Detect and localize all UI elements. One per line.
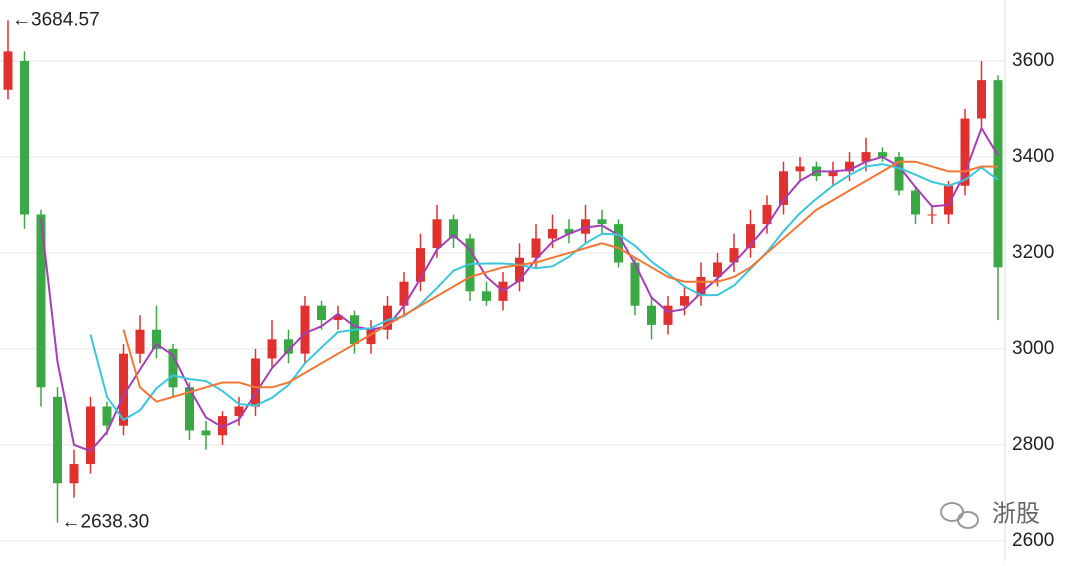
y-tick-label: 3600 [1012,50,1054,71]
candle-body [449,219,458,239]
annotation: ←3684.57 [12,9,100,30]
annotation: ←2638.30 [62,511,150,532]
candle-body [548,228,557,239]
candle-body [696,276,706,297]
candle-body [36,214,46,388]
candle-body [960,118,970,186]
candle-body [119,353,128,426]
candle-body [432,219,442,249]
ma-line [89,163,999,422]
candle-body [218,416,227,436]
candle-body [630,262,640,306]
candle-body [20,60,29,215]
candle-body [300,305,310,354]
candle-body [416,248,425,282]
candle-body [944,185,953,215]
candle-body [647,305,656,325]
candle-body [828,171,838,177]
candle-body [69,464,79,484]
y-tick-label: 3400 [1012,146,1054,167]
candle-body [663,305,673,325]
candle-body [399,281,409,306]
candle-body [680,296,689,306]
candle-body [86,406,95,465]
candle-body [531,238,541,258]
candle-body [383,305,392,330]
candle-body [135,329,145,354]
candle-body [102,406,112,426]
candle-body [861,152,871,162]
y-tick-label: 2800 [1012,434,1054,455]
candle-body [317,305,326,321]
candle-body [597,219,607,225]
candle-body [762,204,772,225]
candle-body [333,315,343,321]
candle-body [713,262,722,277]
candle-body [3,51,13,90]
candle-body [564,228,574,234]
candle-body [845,161,854,172]
candle-body [779,171,788,205]
watermark-icon [940,502,979,529]
candle-body [267,339,277,359]
watermark: 浙股 [992,500,1040,527]
candle-body [482,291,491,301]
candle-body [614,224,623,263]
candle-body [746,224,755,249]
y-tick-label: 3000 [1012,338,1054,359]
candle-body [251,358,260,407]
candle-body [911,190,920,215]
candle-body [894,156,904,191]
candle-body [201,430,211,436]
candle-body [284,339,293,354]
candle-body [152,329,161,349]
candle-body [234,406,244,417]
candle-body [993,80,1003,268]
y-tick-label: 2600 [1012,530,1054,551]
candle-body [927,214,937,216]
candle-body [977,80,986,119]
candle-body [878,152,887,157]
grid [0,60,1005,542]
candle-body [53,396,62,484]
candle-body [795,166,805,172]
ma-line [40,125,999,453]
candle-body [515,257,524,282]
ma-line [122,160,998,403]
candle-body [168,348,178,388]
candle-body [366,329,376,345]
candle-body [729,248,739,263]
y-tick-label: 3200 [1012,242,1054,263]
candle-body [185,387,194,431]
